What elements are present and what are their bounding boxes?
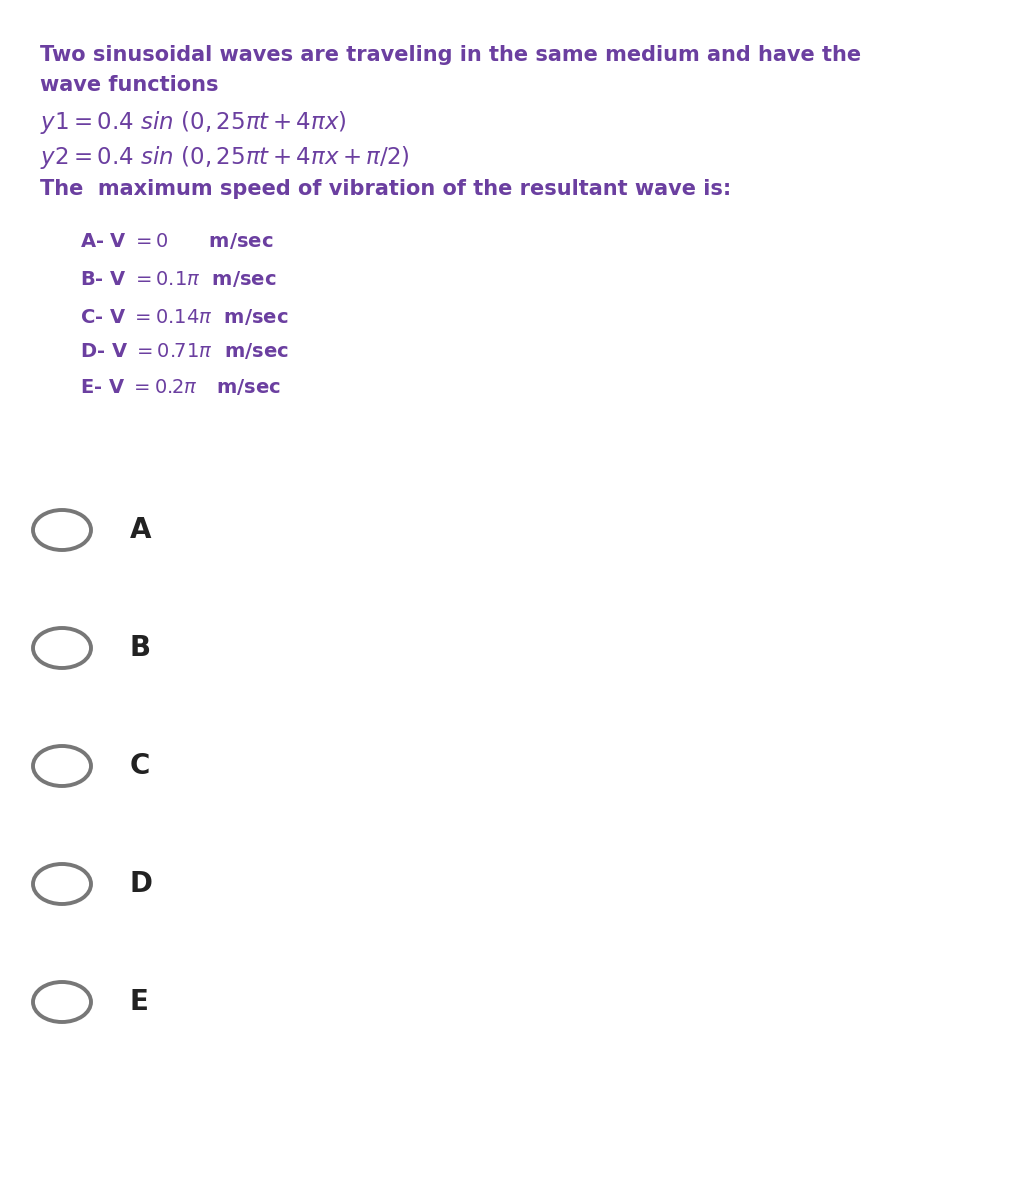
Text: D: D <box>130 870 153 898</box>
Text: Two sinusoidal waves are traveling in the same medium and have the: Two sinusoidal waves are traveling in th… <box>40 44 861 65</box>
Text: $y2 = 0.4\ \mathit{sin}\ (0,25\pi t + 4\pi x + \pi/2)$: $y2 = 0.4\ \mathit{sin}\ (0,25\pi t + 4\… <box>40 144 409 170</box>
Text: B- V $= 0.1\pi$  m/sec: B- V $= 0.1\pi$ m/sec <box>80 269 276 289</box>
Text: C- V $= 0.14\pi$  m/sec: C- V $= 0.14\pi$ m/sec <box>80 307 288 326</box>
Text: The  maximum speed of vibration of the resultant wave is:: The maximum speed of vibration of the re… <box>40 179 731 199</box>
Text: A: A <box>130 516 152 544</box>
Text: D- V $= 0.71\pi$  m/sec: D- V $= 0.71\pi$ m/sec <box>80 341 289 361</box>
Text: E- V $= 0.2\pi$   m/sec: E- V $= 0.2\pi$ m/sec <box>80 377 281 397</box>
Text: E: E <box>130 988 149 1016</box>
Text: A- V $= 0$      m/sec: A- V $= 0$ m/sec <box>80 230 274 251</box>
Text: wave functions: wave functions <box>40 74 218 95</box>
Text: C: C <box>130 752 151 780</box>
Text: $y1 = 0.4\ \mathit{sin}\ (0,25\pi t + 4\pi x)$: $y1 = 0.4\ \mathit{sin}\ (0,25\pi t + 4\… <box>40 109 347 136</box>
Text: B: B <box>130 634 151 662</box>
